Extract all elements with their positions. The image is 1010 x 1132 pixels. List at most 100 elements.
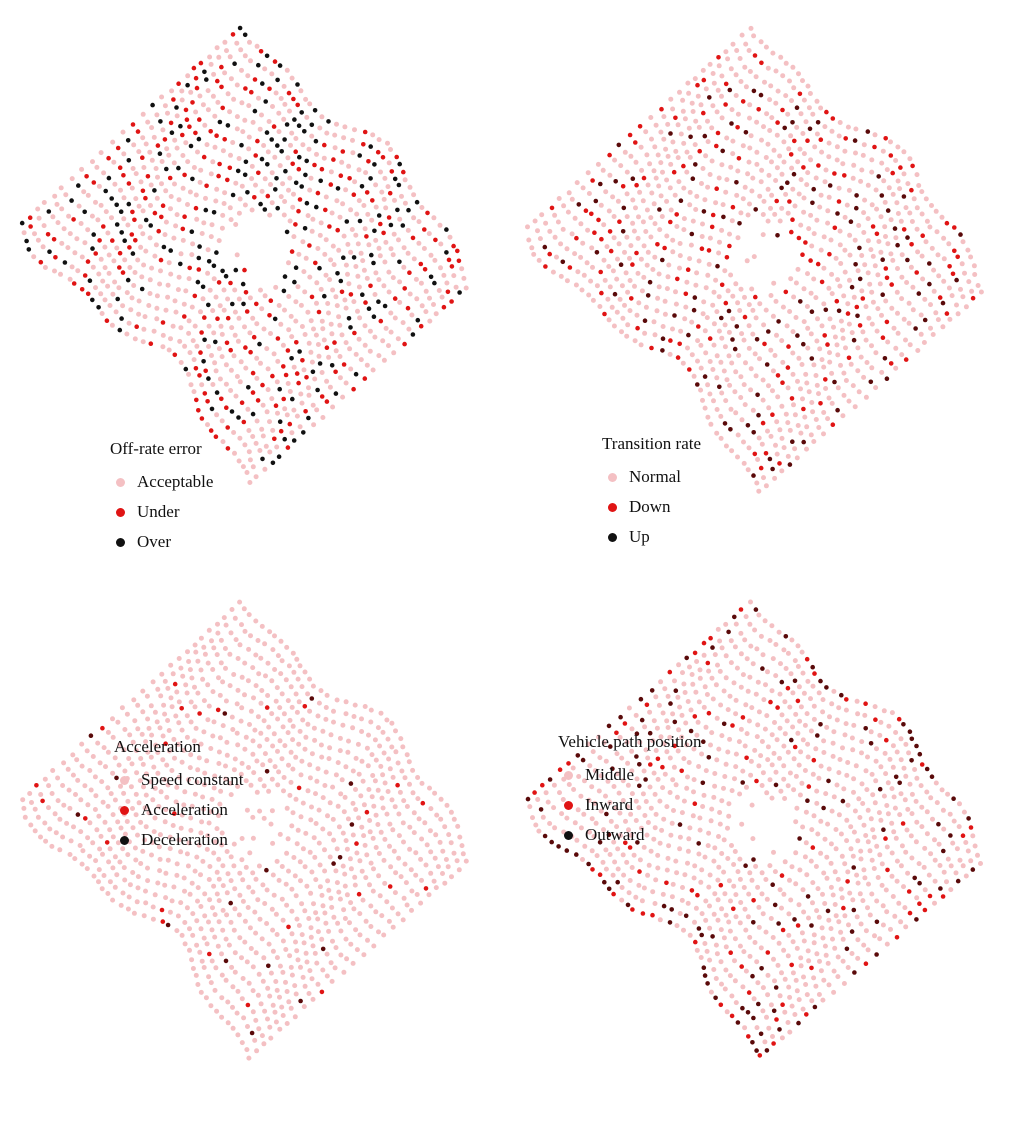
data-point-normal xyxy=(729,448,735,454)
data-point-normal xyxy=(878,249,884,255)
data-point-normal xyxy=(773,68,779,74)
data-point-speed-constant xyxy=(285,730,291,736)
data-point-speed-constant xyxy=(150,797,156,803)
data-point-down xyxy=(830,116,836,121)
data-point-normal xyxy=(852,404,858,410)
data-point-up xyxy=(767,456,773,462)
data-point-down xyxy=(944,311,950,316)
data-point-acceptable xyxy=(332,132,338,138)
data-point-speed-constant xyxy=(189,880,195,886)
data-point-normal xyxy=(790,64,796,70)
data-point-acceptable xyxy=(221,307,227,313)
data-point-acceptable xyxy=(193,109,199,115)
data-point-acceptable xyxy=(323,272,329,278)
data-point-normal xyxy=(639,288,645,294)
data-point-speed-constant xyxy=(350,960,356,966)
data-point-middle xyxy=(732,776,737,782)
data-point-over xyxy=(90,246,95,251)
data-point-normal xyxy=(750,175,756,181)
data-point-speed-constant xyxy=(307,775,313,781)
data-point-acceptable xyxy=(168,194,174,199)
data-point-speed-constant xyxy=(203,995,209,1001)
data-point-down xyxy=(789,229,794,235)
data-point-speed-constant xyxy=(274,858,280,864)
data-point-middle xyxy=(551,782,557,788)
data-point-speed-constant xyxy=(184,851,190,857)
data-point-deceleration xyxy=(114,775,119,781)
data-point-acceptable xyxy=(373,237,379,243)
data-point-normal xyxy=(628,243,634,249)
data-point-speed-constant xyxy=(265,693,271,698)
data-point-inward xyxy=(701,640,707,646)
data-point-normal xyxy=(801,97,807,103)
data-point-normal xyxy=(730,41,736,47)
data-point-normal xyxy=(682,116,688,122)
data-point-speed-constant xyxy=(309,869,315,875)
data-point-middle xyxy=(867,912,873,918)
data-point-normal xyxy=(566,190,572,196)
data-point-speed-constant xyxy=(257,808,263,814)
data-point-up xyxy=(857,245,862,251)
data-point-speed-constant xyxy=(331,719,336,725)
data-point-normal xyxy=(826,395,832,401)
data-point-middle xyxy=(778,788,784,794)
data-point-over xyxy=(262,207,268,212)
data-point-outward xyxy=(643,777,648,782)
data-point-middle xyxy=(970,833,976,839)
data-point-middle xyxy=(697,675,703,681)
data-point-speed-constant xyxy=(380,805,386,811)
data-point-over xyxy=(348,325,353,330)
data-point-under xyxy=(449,299,454,304)
data-point-over xyxy=(360,292,365,298)
data-point-middle xyxy=(689,672,695,677)
legend-item-middle: Middle xyxy=(558,760,702,790)
data-point-acceptable xyxy=(413,276,419,282)
data-point-normal xyxy=(899,352,905,358)
data-point-normal xyxy=(652,221,658,227)
data-point-acceptable xyxy=(186,318,192,324)
data-point-speed-constant xyxy=(391,848,397,854)
data-point-middle xyxy=(645,820,651,825)
data-point-down xyxy=(681,163,686,169)
data-point-normal xyxy=(727,382,733,388)
data-point-middle xyxy=(629,726,635,732)
data-point-over xyxy=(26,247,32,252)
data-point-under xyxy=(294,340,299,345)
data-point-speed-constant xyxy=(194,918,200,924)
data-point-speed-constant xyxy=(93,858,99,864)
data-point-speed-constant xyxy=(357,932,363,938)
data-point-middle xyxy=(576,774,582,779)
data-point-up xyxy=(642,318,648,324)
data-point-up xyxy=(835,407,840,413)
data-point-normal xyxy=(818,192,824,198)
data-point-acceptable xyxy=(247,480,253,485)
data-point-normal xyxy=(733,281,739,287)
data-point-normal xyxy=(856,389,862,395)
data-point-over xyxy=(291,438,297,443)
data-point-middle xyxy=(749,802,755,808)
data-point-acceptable xyxy=(328,257,334,263)
data-point-speed-constant xyxy=(294,656,300,662)
data-point-speed-constant xyxy=(204,758,210,764)
data-point-down xyxy=(808,258,813,263)
data-point-down xyxy=(857,323,863,328)
data-point-speed-constant xyxy=(442,824,448,830)
data-point-middle xyxy=(560,797,566,802)
data-point-normal xyxy=(753,373,759,379)
data-point-under xyxy=(335,227,341,233)
data-point-speed-constant xyxy=(200,676,206,682)
data-point-acceptable xyxy=(222,70,228,76)
data-point-middle xyxy=(858,856,864,862)
data-point-acceptable xyxy=(35,237,41,243)
data-point-speed-constant xyxy=(277,705,283,711)
legend-title: Transition rate xyxy=(602,434,702,453)
data-point-middle xyxy=(533,822,539,828)
data-point-normal xyxy=(709,125,715,131)
data-point-middle xyxy=(820,709,826,715)
data-point-speed-constant xyxy=(341,809,347,815)
data-point-outward xyxy=(637,762,642,767)
data-point-acceptable xyxy=(343,380,349,386)
data-point-middle xyxy=(717,668,723,674)
data-point-normal xyxy=(664,177,670,183)
data-point-inward xyxy=(795,923,801,928)
